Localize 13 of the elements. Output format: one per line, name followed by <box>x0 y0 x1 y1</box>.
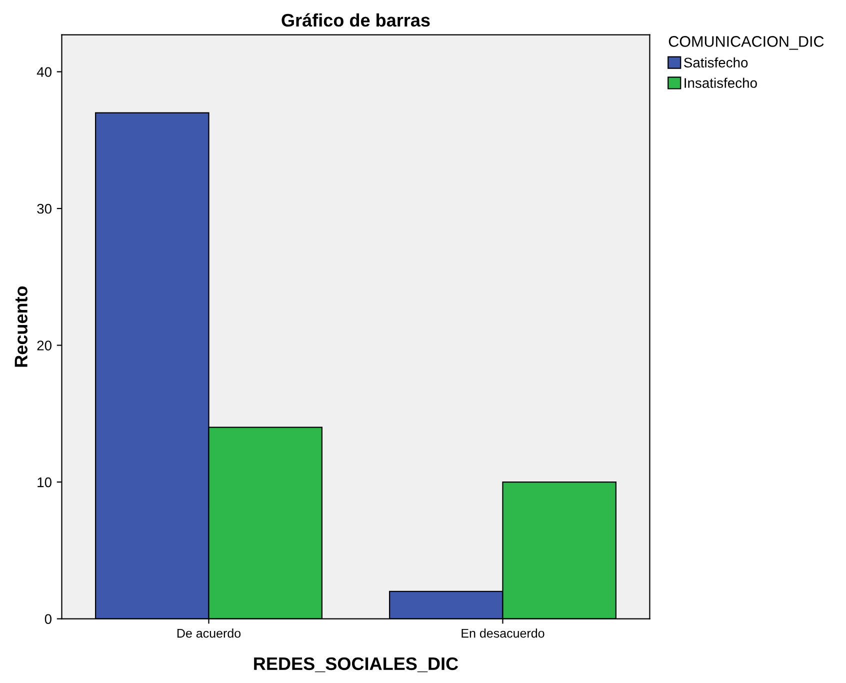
legend-label: Insatisfecho <box>684 78 757 88</box>
legend-label: Satisfecho <box>684 57 748 68</box>
y-axis-title: Recuento <box>14 286 28 367</box>
y-tick-label: 10 <box>38 477 52 488</box>
y-tick-label: 20 <box>37 340 52 350</box>
y-tick-label: 0 <box>44 614 52 624</box>
chart-title: Gráfico de barras <box>282 13 430 27</box>
x-tick-label: De acuerdo <box>177 628 241 638</box>
legend-title: COMUNICACION_DIC <box>668 36 824 50</box>
y-tick-label: 40 <box>36 67 52 77</box>
x-tick-label: En desacuerdo <box>462 628 544 638</box>
x-axis-title: REDES_SOCIALES_DIC <box>254 657 458 672</box>
y-tick-label: 30 <box>37 204 52 214</box>
